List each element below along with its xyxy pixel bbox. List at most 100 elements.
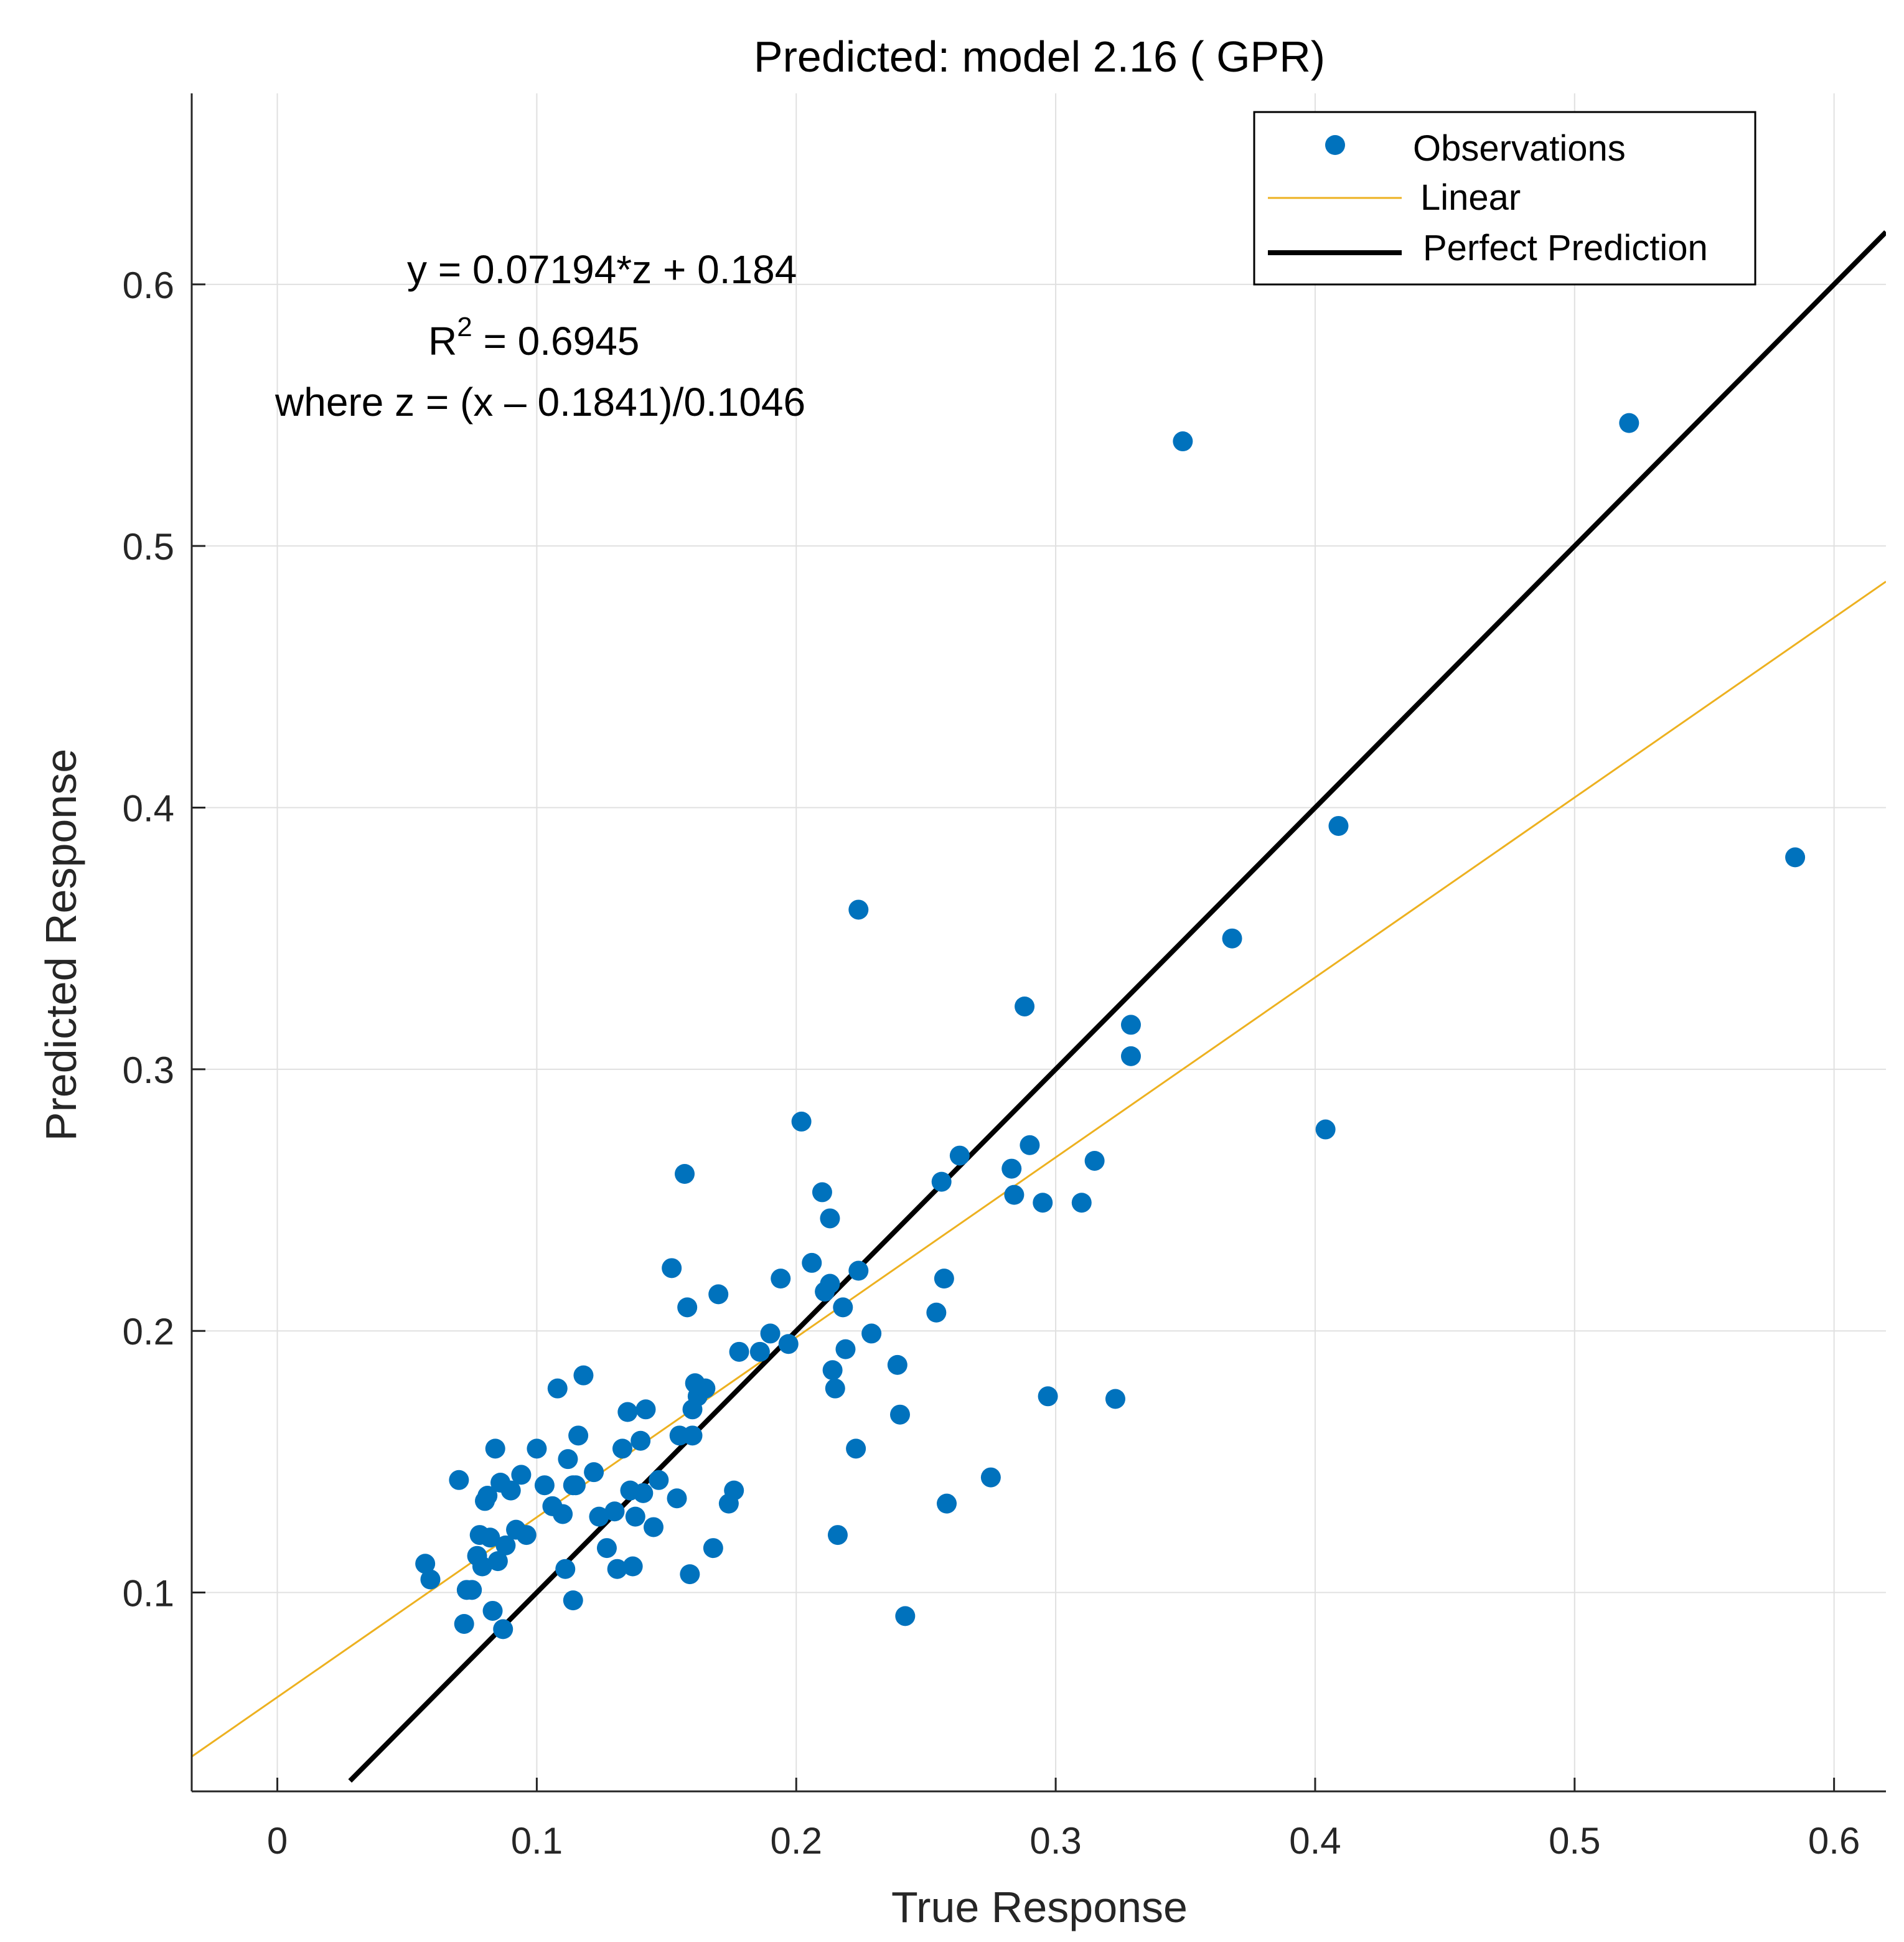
observation-point <box>846 1438 866 1459</box>
y-tick-label: 0.3 <box>123 1049 174 1091</box>
observation-point <box>1315 1119 1336 1140</box>
observation-point <box>553 1504 573 1524</box>
y-tick-label: 0.4 <box>123 788 174 830</box>
observation-point <box>516 1525 537 1546</box>
observation-point <box>568 1425 589 1446</box>
observation-point <box>643 1517 664 1537</box>
observation-point <box>703 1538 723 1559</box>
observation-point <box>625 1506 645 1527</box>
observation-point <box>1173 431 1193 452</box>
observation-point <box>1105 1389 1125 1409</box>
observation-point <box>677 1297 698 1318</box>
observation-point <box>1120 1046 1141 1066</box>
observation-point <box>1328 815 1349 836</box>
observation-point <box>449 1470 469 1490</box>
observation-point <box>500 1480 521 1501</box>
y-axis-label: Predicted Response <box>37 749 85 1141</box>
observation-point <box>926 1302 947 1323</box>
observation-point <box>482 1600 503 1621</box>
observation-point <box>558 1449 578 1470</box>
observation-point <box>612 1438 632 1459</box>
observation-point <box>1038 1386 1058 1407</box>
r-squared-value: = 0.6945 <box>472 319 640 364</box>
x-tick-label: 0.6 <box>1808 1820 1860 1862</box>
observation-point <box>791 1111 812 1132</box>
x-tick-label: 0.3 <box>1029 1820 1081 1862</box>
observation-point <box>1071 1193 1092 1213</box>
observation-point <box>771 1269 791 1289</box>
observation-point <box>802 1252 822 1273</box>
observation-point <box>617 1402 638 1422</box>
observation-point <box>680 1564 700 1585</box>
observation-point <box>895 1606 916 1626</box>
observation-point <box>555 1559 576 1579</box>
observation-point <box>1120 1015 1141 1035</box>
observation-point <box>622 1556 643 1577</box>
observation-point <box>1785 847 1806 868</box>
observation-point <box>589 1506 609 1527</box>
observation-point <box>584 1462 604 1483</box>
r-squared-symbol: R <box>428 319 457 364</box>
observation-point <box>827 1525 848 1546</box>
y-tick-label: 0.5 <box>123 526 174 568</box>
observation-point <box>1619 413 1639 433</box>
observation-point <box>487 1551 508 1572</box>
observation-point <box>527 1438 547 1459</box>
observation-point <box>889 1404 910 1425</box>
legend-perfect-label: Perfect Prediction <box>1423 228 1708 268</box>
observation-point <box>563 1475 583 1496</box>
x-axis-label: True Response <box>891 1883 1188 1931</box>
observation-point <box>1015 996 1035 1016</box>
x-tick-label: 0.2 <box>771 1820 822 1862</box>
observation-point <box>547 1378 568 1399</box>
y-tick-label: 0.6 <box>123 265 174 306</box>
observation-point <box>1222 928 1242 949</box>
observation-point <box>749 1341 770 1362</box>
observation-point <box>633 1483 654 1503</box>
observation-point <box>420 1569 441 1590</box>
observation-point <box>760 1323 781 1344</box>
observation-point <box>415 1554 436 1574</box>
legend-observations-marker <box>1325 135 1345 155</box>
observation-point <box>937 1493 957 1514</box>
observation-point <box>573 1365 594 1386</box>
observation-point <box>596 1538 617 1559</box>
y-tick-label: 0.1 <box>123 1573 174 1615</box>
x-tick-label: 0.1 <box>511 1820 563 1862</box>
observation-point <box>833 1297 853 1318</box>
observation-point <box>511 1465 532 1485</box>
observation-point <box>485 1438 505 1459</box>
x-tick-label: 0 <box>267 1820 288 1862</box>
observation-point <box>604 1501 625 1522</box>
observation-point <box>649 1470 669 1490</box>
observation-point <box>848 899 869 920</box>
equation-text: y = 0.07194*z + 0.184 <box>407 247 797 292</box>
observation-point <box>848 1260 869 1281</box>
observation-point <box>469 1525 490 1546</box>
axes: 0 0.1 0.2 0.3 0.4 0.5 0.6 0.1 0.2 0.3 0.4 0.5 0.6 <box>123 93 1886 1862</box>
observation-point <box>462 1580 482 1600</box>
observation-point <box>778 1334 799 1354</box>
observation-point <box>1020 1135 1040 1155</box>
observation-point <box>631 1430 651 1451</box>
x-tick-label: 0.4 <box>1289 1820 1341 1862</box>
observation-point <box>493 1619 514 1639</box>
observation-point <box>563 1590 583 1611</box>
where-text: where z = (x – 0.1841)/0.1046 <box>274 380 805 425</box>
observation-point <box>820 1208 840 1229</box>
observation-point <box>454 1613 474 1634</box>
legend-observations-label: Observations <box>1413 128 1626 169</box>
observation-points <box>415 413 1806 1639</box>
observation-point <box>708 1284 729 1305</box>
r-squared-exponent: 2 <box>457 312 472 342</box>
observation-point <box>635 1399 656 1420</box>
observation-point <box>825 1378 845 1399</box>
observation-point <box>729 1341 749 1362</box>
observation-point <box>934 1269 954 1289</box>
observation-point <box>1033 1193 1053 1213</box>
observation-point <box>887 1354 907 1375</box>
chart-title: Predicted: model 2.16 ( GPR) <box>754 32 1325 81</box>
observation-point <box>675 1164 695 1184</box>
